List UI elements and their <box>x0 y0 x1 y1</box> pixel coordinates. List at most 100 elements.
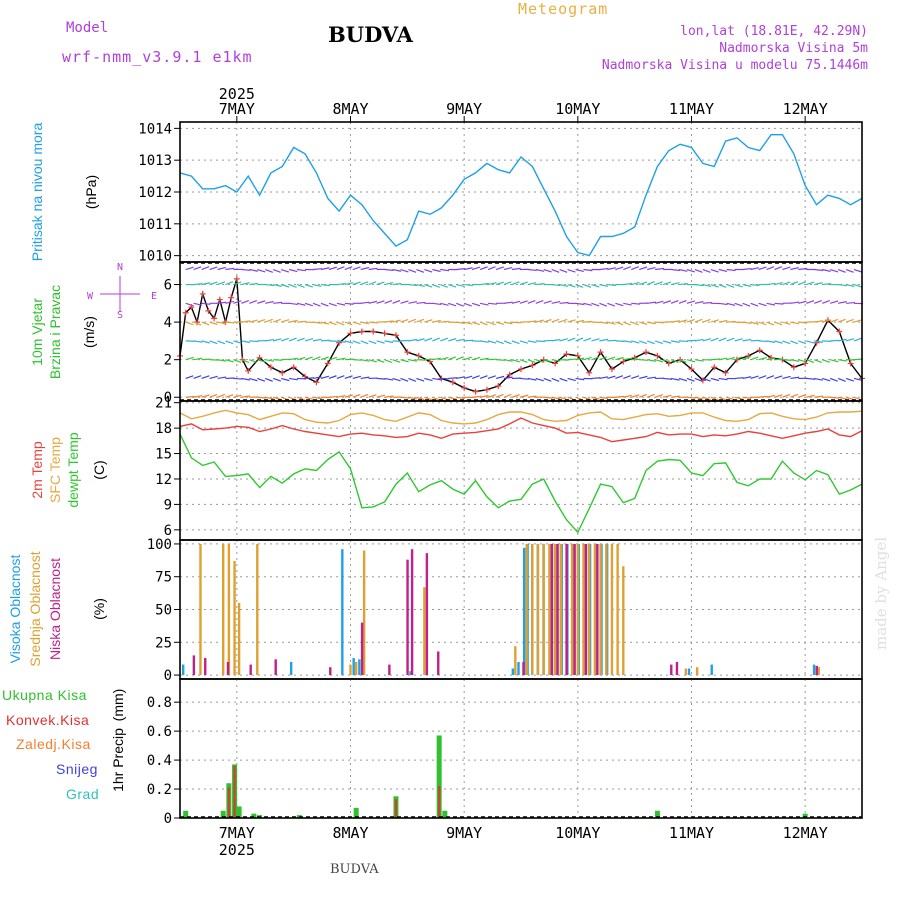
wind-arrow <box>471 356 481 361</box>
cloud-bar-low <box>388 664 391 676</box>
wind-arrow <box>471 302 481 307</box>
wind-arrow <box>320 356 329 361</box>
wind-arrow <box>320 302 329 307</box>
wind-arrow <box>543 268 552 273</box>
wind-speed-marker <box>518 366 524 373</box>
wind-arrow <box>456 396 466 400</box>
wind-arrow <box>503 266 513 271</box>
wind-arrow <box>575 302 585 306</box>
pressure-ytick-label: 1012 <box>138 185 172 201</box>
wind-arrow <box>686 377 695 382</box>
wind-arrow <box>599 321 609 325</box>
wind-arrow <box>233 359 242 363</box>
wind-arrow <box>296 283 305 288</box>
wind-arrow <box>472 395 482 398</box>
wind-arrow <box>782 375 791 380</box>
wind-arrow <box>480 282 489 286</box>
cloud-bar-mid <box>256 543 259 676</box>
temperature-ytick-label: 12 <box>155 472 172 488</box>
precip-total-bar <box>220 810 226 818</box>
wind-arrow <box>503 301 513 304</box>
wind-arrow <box>360 321 370 325</box>
wind-arrow <box>265 359 274 362</box>
x-bottom-label: 10MAY <box>555 824 600 842</box>
wind-arrow <box>742 321 752 325</box>
wind-arrow <box>798 359 807 363</box>
wind-arrow <box>766 302 776 306</box>
wind-speed-marker <box>290 364 297 371</box>
wind-arrow <box>814 282 823 286</box>
wind-arrow <box>790 340 799 345</box>
wind-arrow <box>464 339 474 342</box>
wind-arrow <box>217 376 227 380</box>
wind-arrow <box>662 394 672 398</box>
wind-arrow <box>670 395 680 398</box>
temperature-ytick-label: 9 <box>164 497 172 513</box>
wind-arrow <box>273 283 282 287</box>
wind-arrow <box>543 377 552 382</box>
cloud-bar-high <box>358 659 361 676</box>
wind-arrow <box>448 302 457 307</box>
wind-arrow <box>511 267 521 271</box>
wind-arrow <box>249 268 258 272</box>
x-top-label: 11MAY <box>669 100 714 118</box>
wind-arrow <box>845 338 855 342</box>
wind-arrow <box>631 394 640 398</box>
wind-arrow <box>185 395 195 398</box>
wind-arrow <box>384 395 394 398</box>
wind-arrow <box>416 338 425 342</box>
wind-arrow <box>639 340 648 345</box>
wind-arrow <box>846 301 856 304</box>
wind-arrow <box>838 301 847 304</box>
wind-arrow <box>320 375 330 380</box>
temperature-series-line <box>179 409 863 425</box>
wind-arrow <box>336 357 346 361</box>
wind-arrow <box>838 359 847 362</box>
wind-arrow <box>408 377 417 382</box>
pressure-ytick-label: 1010 <box>138 249 172 265</box>
wind-arrow <box>583 283 592 288</box>
wind-arrow <box>384 282 394 286</box>
wind-arrow <box>511 340 520 345</box>
wind-arrow <box>599 302 608 307</box>
precip-conv-bar <box>394 799 398 818</box>
wind-arrow <box>535 359 544 363</box>
wind-arrow <box>201 358 211 361</box>
wind-speed-marker <box>233 275 240 282</box>
lonlat-label: lon,lat (18.81E, 42.29N) <box>680 24 868 39</box>
wind-arrow <box>599 396 609 399</box>
wind-arrow <box>623 340 633 343</box>
model-version: wrf-nmm_v3.9.1 e1km <box>62 48 253 66</box>
wind-arrow <box>185 375 194 380</box>
wind-arrow <box>750 283 760 287</box>
wind-arrow <box>599 376 609 380</box>
wind-arrow <box>432 337 440 342</box>
wind-arrow <box>280 319 290 323</box>
wind-arrow <box>360 340 369 345</box>
wind-arrow <box>296 337 305 342</box>
wind-arrow <box>352 281 361 286</box>
wind-arrow <box>289 377 298 381</box>
wind-arrow <box>607 283 617 287</box>
wind-arrow <box>376 359 385 363</box>
station-title: BUDVA <box>328 22 413 47</box>
wind-arrow <box>336 266 345 271</box>
wind-arrow <box>830 396 840 399</box>
wind-arrow <box>257 377 266 382</box>
wind-arrow <box>392 282 402 286</box>
cloud-bar-mid <box>576 543 580 676</box>
wind-speed-marker <box>381 330 388 337</box>
wind-arrow <box>241 377 251 381</box>
wind-arrow <box>694 338 704 342</box>
wind-arrow <box>527 359 536 364</box>
wind-arrow <box>853 283 862 288</box>
credit-watermark: made by Angel <box>872 536 890 650</box>
cloud-bar-high <box>511 668 515 676</box>
cloud-bar-mid <box>622 566 625 676</box>
wind-arrow <box>662 340 672 344</box>
wind-arrow <box>814 395 824 398</box>
wind-arrow <box>209 375 218 380</box>
pressure-ytick-label: 1013 <box>138 153 172 169</box>
wind-arrow <box>575 283 584 288</box>
